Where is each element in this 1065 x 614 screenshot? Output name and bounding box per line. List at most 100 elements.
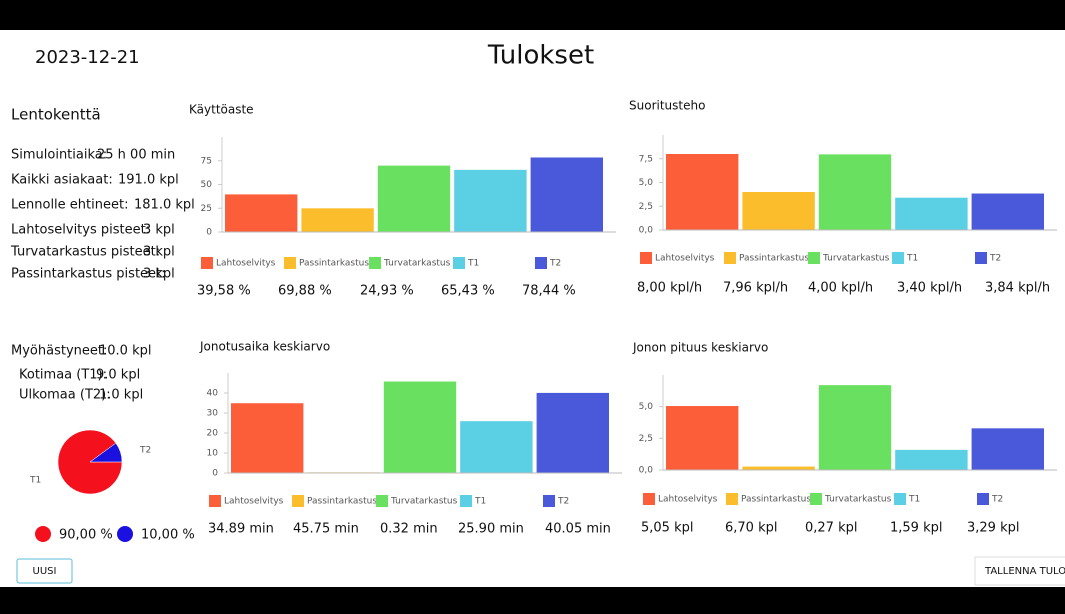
bar [895, 197, 968, 230]
legend-value: 78,44 % [522, 284, 576, 299]
legend-label: T1 [474, 497, 486, 507]
info-value: 3 kpl [143, 245, 175, 260]
pie-legend-value: 90,00 % [59, 528, 113, 543]
info-label: Myöhästyneet: [11, 344, 107, 359]
y-tick-label: 30 [207, 409, 219, 419]
legend-value: 1,59 kpl [890, 521, 942, 536]
legend-value: 4,00 kpl/h [808, 281, 873, 296]
info-value: 9.0 kpl [96, 368, 140, 383]
legend-value: 6,70 kpl [725, 521, 777, 536]
legend-label: Turvatarkastus [390, 497, 458, 507]
legend-value: 40.05 min [545, 522, 611, 537]
y-tick-label: 5,0 [639, 178, 654, 188]
info-value: 3 kpl [143, 223, 175, 238]
y-tick-label: 40 [207, 389, 219, 399]
legend-value: 7,96 kpl/h [723, 281, 788, 296]
legend-label: T2 [991, 495, 1003, 505]
info-label: Kotimaa (T1): [19, 368, 107, 383]
legend-value: 25.90 min [458, 522, 524, 537]
new-button[interactable] [16, 558, 73, 584]
new-button-label[interactable]: UUSI [33, 566, 57, 577]
legend-label: Lahtoselvitys [216, 259, 276, 269]
y-tick-label: 10 [207, 449, 219, 459]
legend-swatch [543, 495, 555, 507]
chart-title: Suoritusteho [629, 99, 705, 113]
save-button-label[interactable]: TALLENNA TULOKS [984, 566, 1065, 577]
bar [301, 208, 374, 232]
y-tick-label: 2,5 [639, 434, 653, 444]
legend-label: Passintarkastus [739, 254, 809, 264]
legend-swatch [894, 493, 906, 505]
legend-value: 65,43 % [441, 284, 495, 299]
y-tick-label: 0,0 [639, 466, 654, 476]
legend-swatch [453, 257, 465, 269]
legend-label: T1 [467, 259, 479, 269]
info-value: 1.0 kpl [99, 388, 143, 403]
y-tick-label: 75 [201, 156, 212, 166]
legend-label: Passintarkastus [307, 497, 377, 507]
info-label: Ulkomaa (T2): [19, 388, 111, 403]
bar [971, 193, 1044, 230]
legend-label: Turvatarkastus [822, 254, 890, 264]
legend-swatch [369, 257, 381, 269]
legend-value: 45.75 min [293, 522, 359, 537]
legend-swatch [284, 257, 296, 269]
bar [536, 392, 609, 473]
y-tick-label: 7,5 [639, 154, 653, 164]
bar [454, 169, 527, 232]
legend-value: 0.32 min [380, 522, 438, 537]
legend-label: Lahtoselvitys [224, 497, 284, 507]
legend-value: 24,93 % [360, 284, 414, 299]
bar [231, 403, 304, 473]
legend-value: 69,88 % [278, 284, 332, 299]
y-tick-label: 50 [201, 180, 213, 190]
bar [742, 192, 815, 230]
legend-swatch [535, 257, 547, 269]
bar [742, 466, 815, 470]
y-tick-label: 0 [212, 469, 218, 479]
bar [225, 194, 298, 232]
background [0, 30, 1065, 587]
bar [818, 154, 892, 230]
save-button[interactable] [974, 556, 1065, 586]
chart-title: Jonotusaika keskiarvo [199, 340, 330, 354]
pie-legend-dot [35, 526, 51, 542]
legend-value: 8,00 kpl/h [637, 281, 702, 296]
info-label: Lahtoselvitys pisteet: [11, 223, 150, 238]
y-tick-label: 20 [207, 429, 219, 439]
legend-value: 0,27 kpl [805, 521, 857, 536]
chart-title: Jonon pituus keskiarvo [632, 341, 768, 355]
legend-swatch [640, 252, 652, 264]
bar [460, 421, 533, 473]
legend-swatch [460, 495, 472, 507]
info-value: 191.0 kpl [118, 173, 179, 188]
legend-swatch [643, 493, 655, 505]
bar [666, 406, 739, 470]
legend-label: Passintarkastus [299, 259, 369, 269]
legend-swatch [201, 257, 213, 269]
bottom-bar [0, 587, 1065, 614]
legend-swatch [209, 495, 221, 507]
pie-legend-value: 10,00 % [141, 528, 195, 543]
y-tick-label: 25 [201, 204, 212, 214]
legend-swatch [724, 252, 736, 264]
bar [971, 428, 1044, 470]
legend-swatch [892, 252, 904, 264]
page-title: Tulokset [487, 41, 594, 71]
bar [383, 381, 457, 473]
y-tick-label: 0,0 [639, 226, 654, 236]
chart-title: Käyttöaste [189, 103, 254, 117]
bar [818, 385, 892, 470]
legend-swatch [376, 495, 388, 507]
legend-label: T1 [908, 495, 920, 505]
legend-label: T2 [549, 259, 561, 269]
y-tick-label: 5,0 [639, 402, 654, 412]
legend-value: 3,29 kpl [967, 521, 1019, 536]
legend-label: Turvatarkastus [824, 495, 892, 505]
legend-swatch [977, 493, 989, 505]
info-label: Passintarkastus pisteet: [11, 267, 166, 282]
legend-label: Lahtoselvitys [655, 254, 715, 264]
legend-swatch [810, 493, 822, 505]
info-value: 3 kpl [143, 267, 175, 282]
